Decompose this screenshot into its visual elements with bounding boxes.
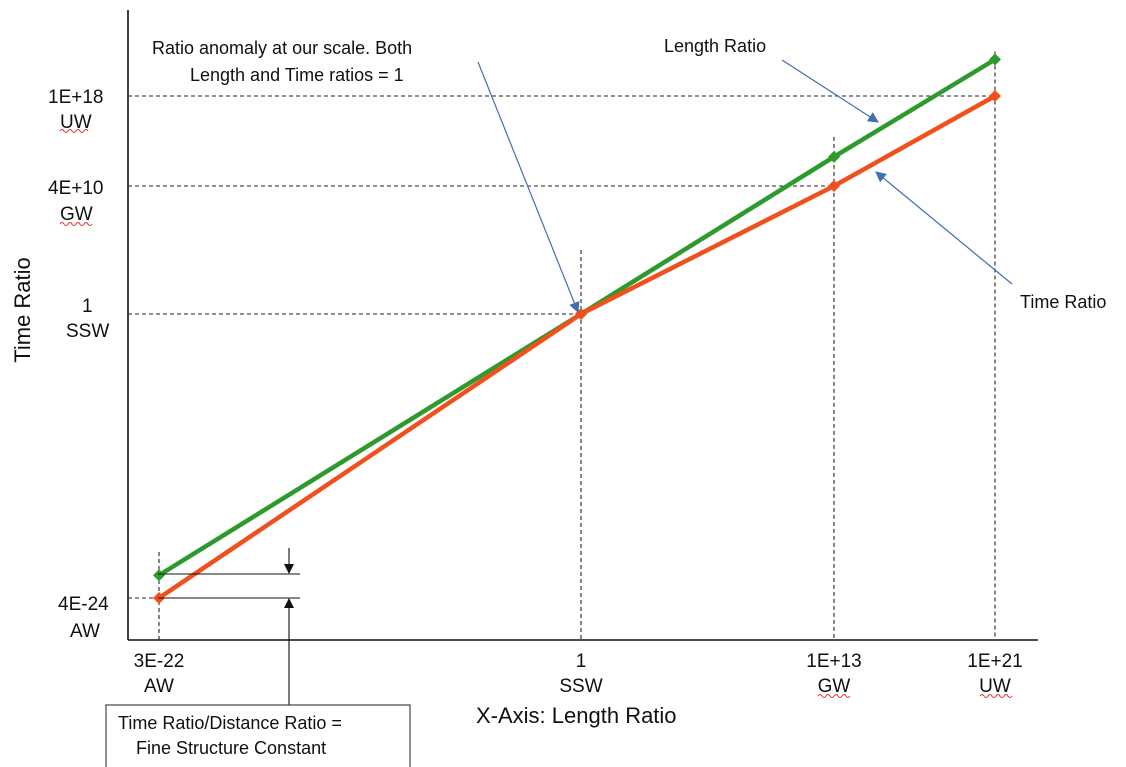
y-tick-labels: 1E+18 UW 4E+10 GW 1 SSW 4E-24 AW: [48, 87, 109, 642]
fine-structure-bracket: [158, 548, 300, 706]
length-ratio-annotation: Length Ratio: [664, 36, 766, 56]
y-tick-label-aw-value: 4E-24: [58, 594, 109, 615]
y-tick-label-gw-value: 4E+10: [48, 178, 103, 199]
x-tick-label-aw-value: 3E-22: [134, 651, 185, 672]
y-tick-label-uw-name: UW: [60, 112, 92, 133]
series-layer: [153, 53, 1001, 604]
y-tick-label-gw-name: GW: [60, 204, 93, 225]
squiggle-x-uw: [979, 694, 1013, 698]
x-tick-label-aw-name: AW: [144, 676, 174, 697]
time-ratio-marker-2: [828, 180, 840, 192]
time-ratio-marker-3: [989, 90, 1001, 102]
anomaly-callout-arrow: [477, 61, 580, 314]
length-ratio-line: [156, 57, 998, 578]
time-ratio-callout-arrow: [875, 171, 1013, 285]
spellcheck-underlines: [59, 129, 1013, 698]
time-ratio-line: [156, 93, 998, 601]
fine-structure-line2: Fine Structure Constant: [136, 738, 326, 758]
x-tick-label-ssw-value: 1: [576, 651, 587, 672]
x-axis-title: X-Axis: Length Ratio: [476, 703, 677, 728]
x-tick-label-gw-name: GW: [818, 676, 851, 697]
anomaly-annotation-line2: Length and Time ratios = 1: [190, 65, 404, 85]
y-tick-label-ssw-name: SSW: [66, 321, 109, 342]
x-tick-label-uw-value: 1E+21: [967, 651, 1022, 672]
y-tick-label-ssw-value: 1: [82, 296, 93, 317]
x-tick-labels: 3E-22 AW 1 SSW 1E+13 GW 1E+21 UW: [134, 651, 1023, 697]
bracket-down-arrowhead: [284, 564, 294, 574]
anomaly-annotation-line1: Ratio anomaly at our scale. Both: [152, 38, 412, 58]
y-tick-label-uw-value: 1E+18: [48, 87, 103, 108]
length-ratio-marker-2: [828, 150, 840, 163]
length-ratio-callout-arrow: [781, 59, 879, 123]
squiggle-y-uw: [59, 129, 89, 133]
y-axis-title: Time Ratio: [10, 257, 35, 363]
fine-structure-line1: Time Ratio/Distance Ratio =: [118, 713, 342, 733]
fine-structure-box: [105, 704, 411, 767]
x-tick-label-uw-name: UW: [979, 676, 1011, 697]
squiggle-x-gw: [817, 694, 851, 698]
bracket-up-arrowhead: [284, 598, 294, 608]
length-ratio-marker-0: [153, 569, 165, 582]
x-tick-label-gw-value: 1E+13: [806, 651, 861, 672]
time-ratio-annotation: Time Ratio: [1020, 292, 1106, 312]
x-tick-label-ssw-name: SSW: [559, 676, 602, 697]
squiggle-y-gw: [59, 222, 93, 226]
length-ratio-marker-3: [989, 53, 1001, 66]
y-tick-label-aw-name: AW: [70, 621, 100, 642]
